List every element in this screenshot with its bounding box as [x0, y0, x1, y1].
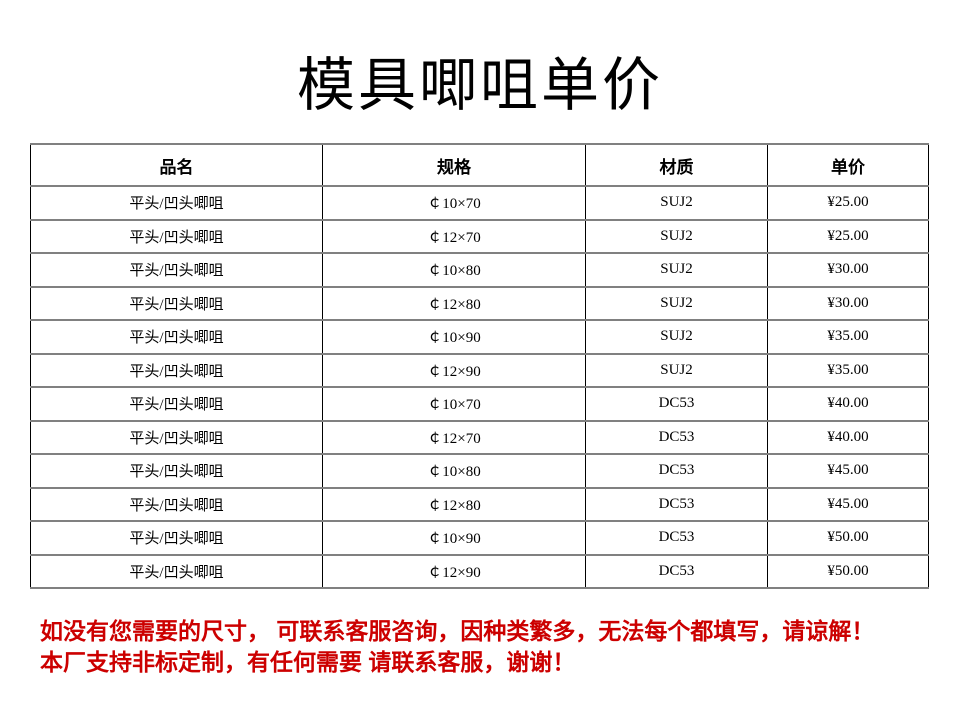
table-row: 平头/凹头唧咀 ￠12×90 SUJ2 ¥35.00	[30, 352, 929, 388]
material-cell: DC53	[585, 553, 768, 589]
header-spec: 规格	[322, 143, 586, 187]
material-cell: SUJ2	[585, 185, 768, 221]
table-body: 平头/凹头唧咀 ￠10×70 SUJ2 ¥25.00 平头/凹头唧咀 ￠12×70 SUJ2…	[30, 185, 929, 589]
price-cell: ¥45.00	[767, 486, 929, 522]
table-row: 平头/凹头唧咀 ￠10×70 SUJ2 ¥25.00	[30, 185, 929, 221]
table-row: 平头/凹头唧咀 ￠10×70 DC53 ¥40.00	[30, 386, 929, 422]
product-name-cell: 平头/凹头唧咀	[30, 352, 323, 388]
product-name-cell: 平头/凹头唧咀	[30, 553, 323, 589]
price-cell: ¥25.00	[767, 185, 929, 221]
price-table: 品名 规格 材质 单价 平头/凹头唧咀 ￠10×70 SUJ2 ¥25.00 平头/凹头…	[30, 143, 929, 589]
material-cell: SUJ2	[585, 352, 768, 388]
spec-cell: ￠10×80	[322, 252, 586, 288]
material-cell: DC53	[585, 486, 768, 522]
product-name-cell: 平头/凹头唧咀	[30, 185, 323, 221]
header-price: 单价	[767, 143, 929, 187]
spec-cell: ￠10×90	[322, 319, 586, 355]
price-cell: ¥40.00	[767, 386, 929, 422]
product-name-cell: 平头/凹头唧咀	[30, 520, 323, 556]
price-cell: ¥35.00	[767, 352, 929, 388]
price-cell: ¥25.00	[767, 218, 929, 254]
price-cell: ¥50.00	[767, 520, 929, 556]
product-name-cell: 平头/凹头唧咀	[30, 486, 323, 522]
spec-cell: ￠10×90	[322, 520, 586, 556]
material-cell: SUJ2	[585, 252, 768, 288]
footer-note: 如没有您需要的尺寸， 可联系客服咨询，因种类繁多，无法每个都填写，请谅解！ 本厂…	[40, 616, 940, 678]
spec-cell: ￠12×80	[322, 486, 586, 522]
table-header-row: 品名 规格 材质 单价	[30, 143, 929, 187]
product-name-cell: 平头/凹头唧咀	[30, 218, 323, 254]
price-cell: ¥30.00	[767, 285, 929, 321]
footer-line-1: 如没有您需要的尺寸， 可联系客服咨询，因种类繁多，无法每个都填写，请谅解！	[40, 618, 875, 644]
table-row: 平头/凹头唧咀 ￠10×80 DC53 ¥45.00	[30, 453, 929, 489]
table-row: 平头/凹头唧咀 ￠12×70 DC53 ¥40.00	[30, 419, 929, 455]
table-row: 平头/凹头唧咀 ￠10×80 SUJ2 ¥30.00	[30, 252, 929, 288]
spec-cell: ￠12×80	[322, 285, 586, 321]
material-cell: SUJ2	[585, 218, 768, 254]
material-cell: SUJ2	[585, 319, 768, 355]
table-row: 平头/凹头唧咀 ￠10×90 SUJ2 ¥35.00	[30, 319, 929, 355]
product-name-cell: 平头/凹头唧咀	[30, 386, 323, 422]
table-row: 平头/凹头唧咀 ￠12×90 DC53 ¥50.00	[30, 553, 929, 589]
table-row: 平头/凹头唧咀 ￠12×70 SUJ2 ¥25.00	[30, 218, 929, 254]
product-name-cell: 平头/凹头唧咀	[30, 319, 323, 355]
spec-cell: ￠12×90	[322, 352, 586, 388]
header-material: 材质	[585, 143, 768, 187]
header-product-name: 品名	[30, 143, 323, 187]
price-cell: ¥50.00	[767, 553, 929, 589]
price-cell: ¥35.00	[767, 319, 929, 355]
page-title: 模具唧咀单价	[296, 53, 663, 118]
spec-cell: ￠10×80	[322, 453, 586, 489]
product-name-cell: 平头/凹头唧咀	[30, 419, 323, 455]
spec-cell: ￠12×70	[322, 419, 586, 455]
price-cell: ¥30.00	[767, 252, 929, 288]
product-name-cell: 平头/凹头唧咀	[30, 453, 323, 489]
table-row: 平头/凹头唧咀 ￠10×90 DC53 ¥50.00	[30, 520, 929, 556]
spec-cell: ￠12×90	[322, 553, 586, 589]
material-cell: SUJ2	[585, 285, 768, 321]
material-cell: DC53	[585, 419, 768, 455]
material-cell: DC53	[585, 453, 768, 489]
material-cell: DC53	[585, 520, 768, 556]
price-cell: ¥40.00	[767, 419, 929, 455]
product-name-cell: 平头/凹头唧咀	[30, 285, 323, 321]
table-row: 平头/凹头唧咀 ￠12×80 DC53 ¥45.00	[30, 486, 929, 522]
price-cell: ¥45.00	[767, 453, 929, 489]
product-name-cell: 平头/凹头唧咀	[30, 252, 323, 288]
footer-line-2: 本厂支持非标定制，有任何需要 请联系客服，谢谢！	[40, 649, 576, 675]
material-cell: DC53	[585, 386, 768, 422]
spec-cell: ￠10×70	[322, 386, 586, 422]
spec-cell: ￠12×70	[322, 218, 586, 254]
spec-cell: ￠10×70	[322, 185, 586, 221]
table-row: 平头/凹头唧咀 ￠12×80 SUJ2 ¥30.00	[30, 285, 929, 321]
